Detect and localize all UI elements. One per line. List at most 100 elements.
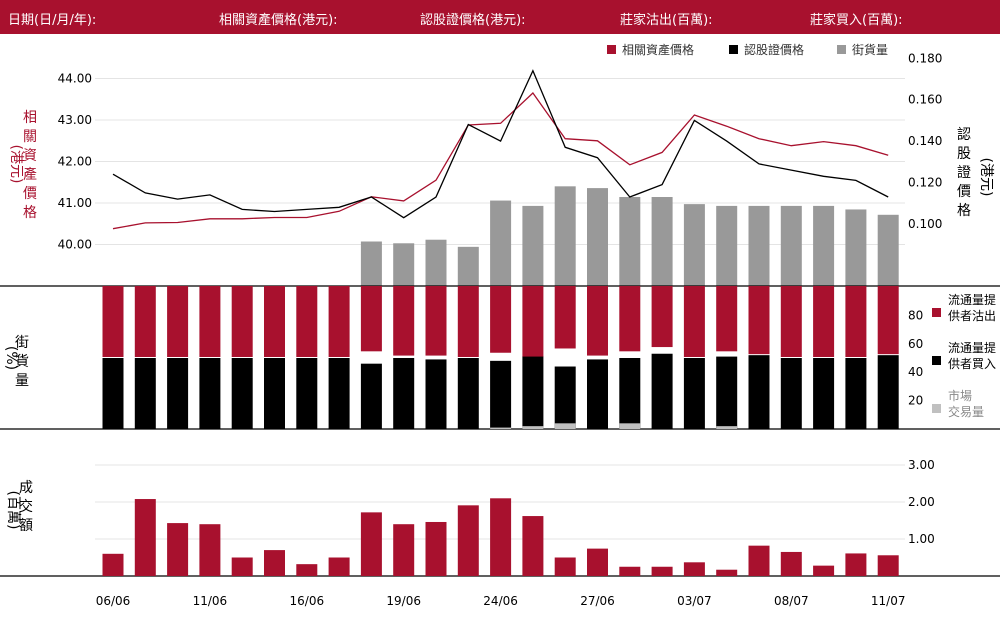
outstanding-bar: [360, 241, 382, 286]
turnover-bar: [780, 551, 802, 576]
market-volume-bar: [619, 423, 641, 429]
lp-sell-bar: [328, 286, 350, 357]
outstanding-bar: [683, 204, 705, 286]
lp-buy-bar: [328, 358, 350, 429]
lp-buy-bar: [231, 358, 253, 429]
outstanding-bar: [748, 205, 770, 286]
lp-buy-bar: [296, 358, 318, 429]
turnover-bar: [587, 548, 608, 576]
lp-buy-bar: [264, 358, 285, 429]
lp-sell-bar: [683, 286, 705, 357]
y-left-axis-label: 格: [23, 205, 37, 221]
outstanding-bar: [780, 205, 802, 286]
turnover-bar: [102, 553, 124, 576]
y3-tick: 3.00: [908, 458, 935, 472]
turnover-bar: [328, 557, 350, 576]
turnover-bar: [813, 565, 835, 576]
y2-axis-label: 貨: [15, 353, 29, 370]
lp-sell-bar: [522, 286, 544, 357]
turnover-bar: [554, 557, 576, 576]
x-tick-label: 27/06: [580, 594, 615, 608]
turnover-bar: [683, 562, 705, 576]
lp-buy-label: 莊家買入(百萬):: [810, 13, 903, 28]
y-right-axis-label: 認: [957, 127, 971, 143]
y-left-tick: 43.00: [58, 113, 92, 127]
y-right-axis-label: 證: [957, 164, 971, 181]
underlying-price-line: [112, 92, 889, 230]
lp-buy-bar: [877, 355, 899, 429]
turnover-bar: [877, 555, 899, 576]
lp-buy-bar: [780, 358, 802, 429]
y-left-tick: 42.00: [58, 155, 92, 169]
turnover-bar: [425, 521, 447, 576]
legend-swatch: [729, 45, 738, 54]
turnover-bar: [296, 564, 318, 576]
legend2-label: 市場: [948, 388, 972, 403]
outstanding-bar: [877, 214, 899, 286]
lp-sell-bar: [231, 286, 253, 357]
lp-buy-bar: [683, 358, 705, 429]
outstanding-bar: [845, 209, 867, 286]
outstanding-bar: [619, 197, 641, 286]
lp-buy-bar: [457, 358, 479, 429]
outstanding-bar: [522, 205, 544, 286]
lp-sell-bar: [554, 286, 576, 349]
market-volume-bar: [522, 426, 544, 429]
y3-axis-label: 成: [19, 480, 33, 496]
y3-axis-label: 交: [19, 498, 33, 515]
lp-buy-bar: [651, 353, 673, 429]
outstanding-bar: [490, 200, 512, 286]
y2-tick: 20: [908, 394, 923, 408]
x-tick-label: 16/06: [290, 594, 325, 608]
turnover-bar: [393, 524, 415, 576]
y2-axis-unit: (%): [3, 346, 19, 370]
market-volume-bar: [716, 426, 738, 429]
legend2-swatch: [932, 308, 941, 317]
y-right-tick: 0.180: [908, 51, 942, 65]
lp-sell-bar: [780, 286, 802, 357]
lp-buy-bar: [813, 358, 835, 429]
outstanding-bar: [457, 246, 479, 286]
lp-buy-bar: [490, 360, 512, 429]
y-right-tick: 0.160: [908, 93, 942, 107]
y2-tick: 40: [908, 365, 923, 379]
lp-buy-bar: [522, 356, 544, 429]
market-volume-bar: [490, 427, 512, 429]
date-label: 日期(日/月/年):: [8, 13, 97, 28]
y2-tick: 80: [908, 308, 923, 322]
turnover-bar: [264, 550, 285, 576]
y-right-tick: 0.100: [908, 217, 942, 231]
outstanding-bar: [813, 205, 835, 286]
y-right-axis-unit: (港元): [978, 158, 994, 197]
lp-buy-bar: [748, 355, 770, 429]
y-left-axis-label: 價: [23, 185, 37, 202]
y-left-axis-label: 相: [23, 110, 37, 126]
outstanding-bar: [587, 188, 608, 286]
turnover-bar: [490, 498, 512, 576]
y-left-tick: 40.00: [58, 238, 92, 252]
legend2-label: 交易量: [948, 404, 984, 419]
turnover-bar: [199, 524, 221, 576]
lp-sell-bar: [457, 286, 479, 357]
y2-axis-label: 街: [15, 335, 29, 351]
lp-sell-bar: [102, 286, 124, 357]
legend2-label: 流通量提: [948, 340, 996, 355]
legend2-label: 供者沽出: [948, 309, 996, 323]
y2-tick: 60: [908, 337, 923, 351]
lp-buy-bar: [134, 358, 156, 429]
x-tick-label: 06/06: [96, 594, 131, 608]
warrant-price-line: [112, 69, 889, 219]
lp-sell-bar: [877, 286, 899, 355]
lp-sell-bar: [587, 286, 608, 356]
y-left-axis-label: 資: [23, 148, 37, 164]
turnover-bar: [651, 566, 673, 576]
legend2-label: 流通量提: [948, 292, 996, 307]
x-tick-label: 19/06: [386, 594, 421, 608]
y-right-axis-label: 股: [957, 146, 971, 162]
turnover-bar: [360, 512, 382, 576]
lp-buy-bar: [716, 356, 738, 429]
turnover-bar: [748, 545, 770, 576]
lp-sell-bar: [360, 286, 382, 352]
y-right-axis-label: 格: [957, 203, 971, 219]
lp-sell-bar: [393, 286, 415, 356]
